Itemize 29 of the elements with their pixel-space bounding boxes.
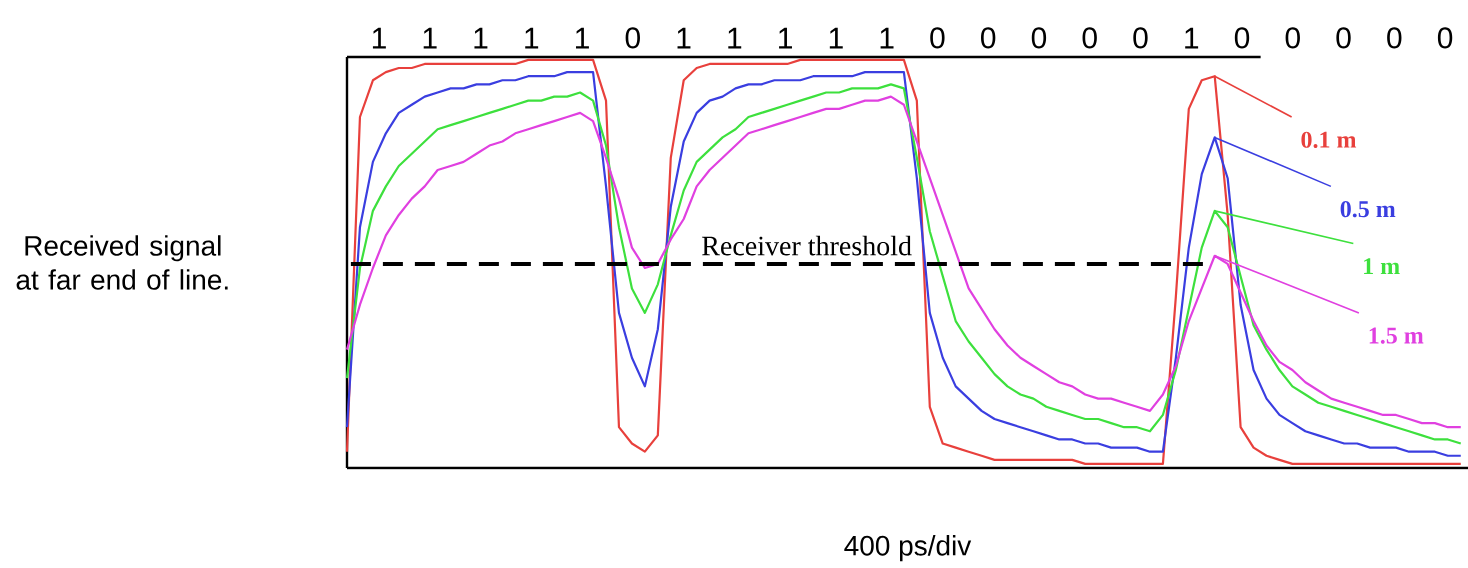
y-axis-title: Received signal at far end of line.	[16, 235, 228, 290]
text: 0	[1031, 27, 1047, 49]
text: 0	[1234, 27, 1250, 49]
text: 1	[423, 27, 437, 49]
text: 0	[1437, 27, 1453, 49]
text: 1	[525, 27, 539, 49]
x-axis-title: 400 ps/div	[844, 535, 972, 562]
text: 0	[625, 27, 640, 49]
text: 0.5 m	[1340, 201, 1396, 218]
text: 0	[1285, 27, 1300, 49]
text: 1	[880, 27, 894, 49]
text: 0	[930, 27, 945, 49]
text: 1	[576, 27, 589, 49]
ref-line-label: Receiver threshold	[702, 235, 912, 256]
text: 1	[728, 27, 742, 49]
text: 1	[779, 27, 792, 49]
text: 0.1 m	[1301, 131, 1357, 148]
text: 0	[1082, 27, 1097, 49]
text: 1	[372, 27, 386, 49]
text: 1	[829, 27, 843, 49]
text: 1	[1185, 27, 1199, 49]
text: 1 m	[1364, 258, 1400, 275]
text: 0	[981, 27, 996, 49]
text: 1	[677, 27, 691, 49]
text: 1	[474, 27, 488, 49]
text: 1.5 m	[1369, 327, 1424, 344]
text: 0	[1387, 27, 1402, 49]
text: 0	[1336, 27, 1351, 49]
text: 0	[1133, 27, 1148, 49]
